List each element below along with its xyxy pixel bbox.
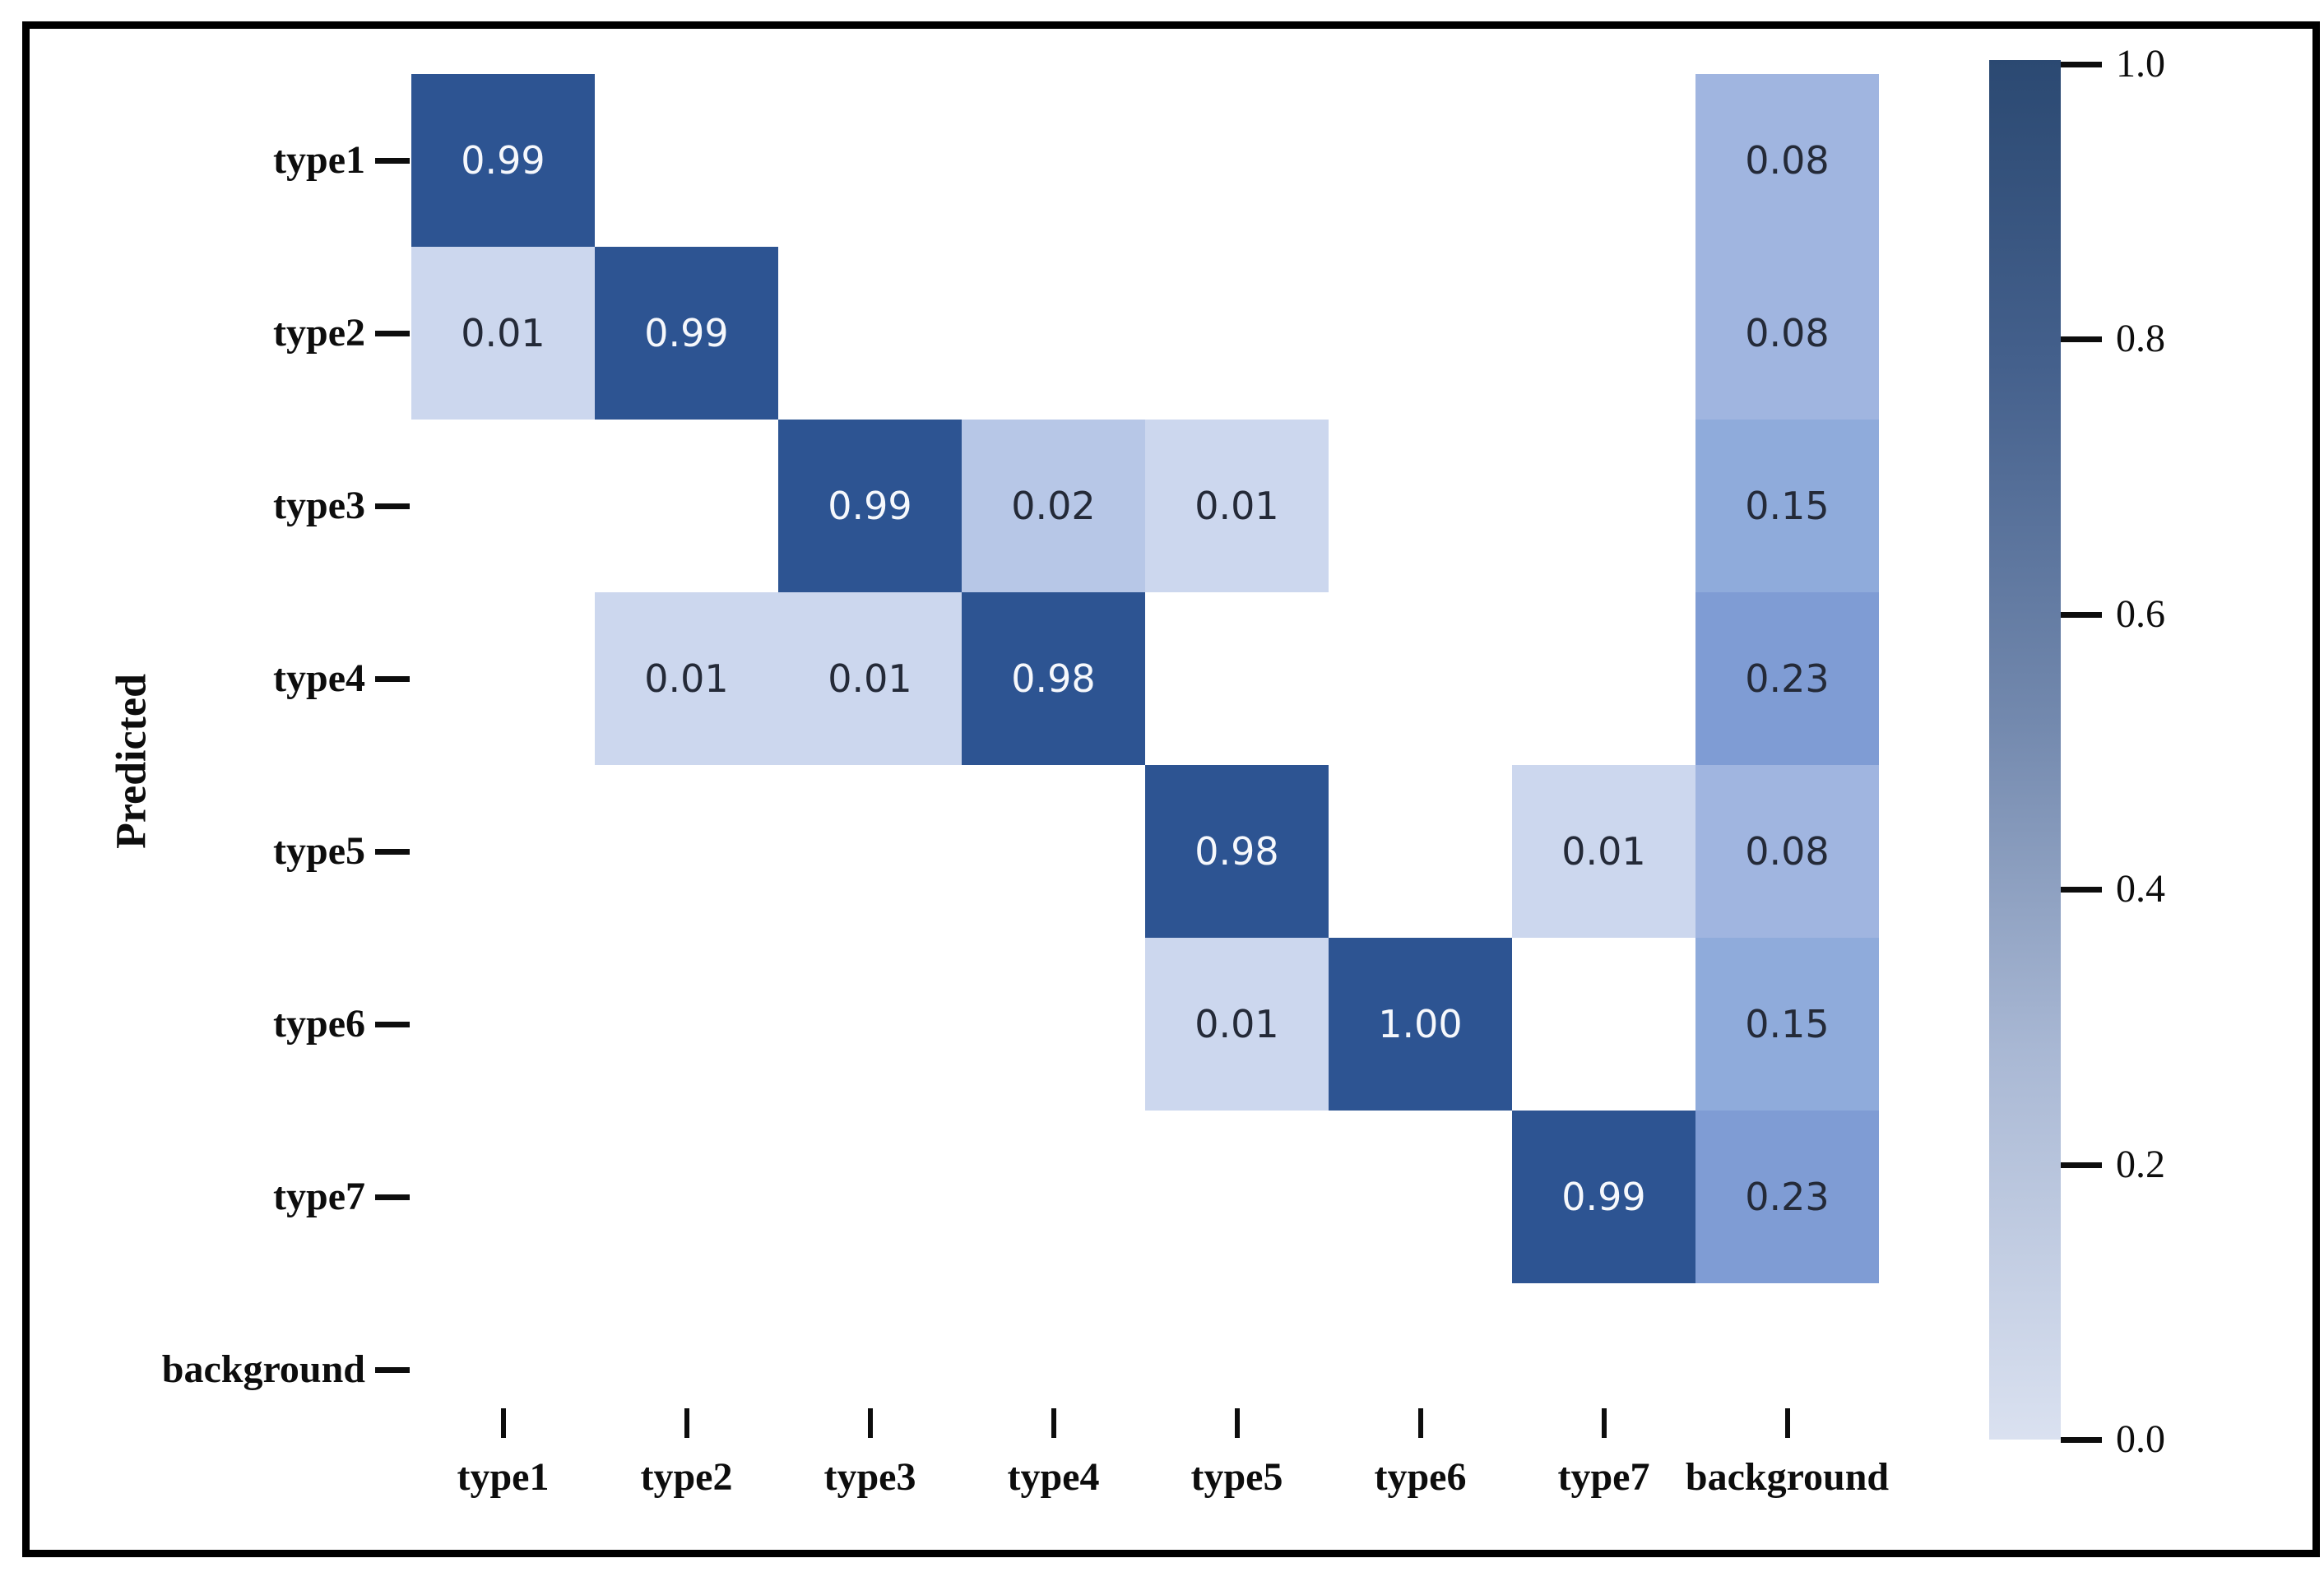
x-tick-label: type3 (823, 1455, 916, 1499)
heatmap-cell: 0.01 (1145, 938, 1329, 1111)
x-tick-label: type6 (1374, 1455, 1467, 1499)
colorbar-tick-label: 0.0 (2116, 1417, 2165, 1461)
y-tick-label: background (161, 1347, 365, 1391)
heatmap-cell: 0.01 (411, 247, 595, 420)
heatmap-cell: 0.08 (1695, 247, 1879, 420)
heatmap-cell: 0.23 (1695, 592, 1879, 765)
heatmap-cell: 0.98 (1145, 765, 1329, 938)
colorbar (1989, 60, 2061, 1440)
y-tick-label: type6 (273, 1002, 365, 1046)
x-tick (867, 1408, 873, 1438)
heatmap-cell: 0.01 (778, 592, 962, 765)
x-tick (500, 1408, 506, 1438)
x-tick (1784, 1408, 1790, 1438)
y-tick (375, 1022, 410, 1027)
x-tick (684, 1408, 689, 1438)
heatmap-cell: 0.01 (595, 592, 778, 765)
colorbar-tick (2061, 62, 2102, 67)
y-tick-label: type5 (273, 829, 365, 873)
colorbar-tick-label: 0.6 (2116, 591, 2165, 636)
heatmap-cell: 0.99 (1512, 1111, 1695, 1283)
heatmap-cell: 0.98 (962, 592, 1145, 765)
heatmap-cell: 0.02 (962, 420, 1145, 592)
x-tick-label: type2 (640, 1455, 733, 1499)
colorbar-tick (2061, 611, 2102, 618)
heatmap-cell: 0.15 (1695, 938, 1879, 1111)
heatmap-cell: 0.99 (778, 420, 962, 592)
x-tick (1417, 1408, 1423, 1438)
y-tick-label: type3 (273, 484, 365, 527)
y-tick (375, 849, 410, 855)
y-tick-label: type7 (273, 1175, 365, 1218)
colorbar-tick (2061, 336, 2102, 343)
colorbar-tick (2061, 887, 2102, 893)
heatmap-cell: 1.00 (1329, 938, 1512, 1111)
colorbar-tick-label: 0.4 (2116, 867, 2165, 911)
y-tick (375, 1367, 410, 1373)
colorbar-tick-label: 0.2 (2116, 1142, 2165, 1186)
x-tick (1051, 1408, 1056, 1438)
y-tick-label: type2 (273, 311, 365, 355)
x-tick-label: type5 (1190, 1455, 1283, 1499)
colorbar-tick (2061, 1437, 2102, 1443)
colorbar-tick-label: 1.0 (2116, 42, 2165, 86)
y-tick-label: type4 (273, 656, 365, 700)
heatmap-cell: 0.23 (1695, 1111, 1879, 1283)
heatmap-cell: 0.01 (1145, 420, 1329, 592)
x-tick-label: background (1685, 1455, 1890, 1499)
y-tick (375, 331, 410, 336)
x-tick-label: type4 (1007, 1455, 1100, 1499)
x-tick (1601, 1408, 1607, 1438)
y-tick (375, 676, 410, 682)
colorbar-tick (2061, 1162, 2102, 1168)
y-axis-title: Predicted (108, 674, 155, 849)
heatmap-cell: 0.99 (411, 74, 595, 247)
x-tick (1234, 1408, 1240, 1438)
figure-border (22, 21, 2320, 1557)
y-tick (375, 503, 410, 509)
colorbar-tick-label: 0.8 (2116, 317, 2165, 361)
heatmap-cell: 0.15 (1695, 420, 1879, 592)
y-tick (375, 158, 410, 164)
x-tick-label: type7 (1557, 1455, 1650, 1499)
heatmap-cell: 0.01 (1512, 765, 1695, 938)
heatmap-cell: 0.08 (1695, 74, 1879, 247)
heatmap-cell: 0.99 (595, 247, 778, 420)
y-tick (375, 1194, 410, 1200)
y-tick-label: type1 (273, 138, 365, 182)
heatmap-cell: 0.08 (1695, 765, 1879, 938)
x-tick-label: type1 (457, 1455, 550, 1499)
